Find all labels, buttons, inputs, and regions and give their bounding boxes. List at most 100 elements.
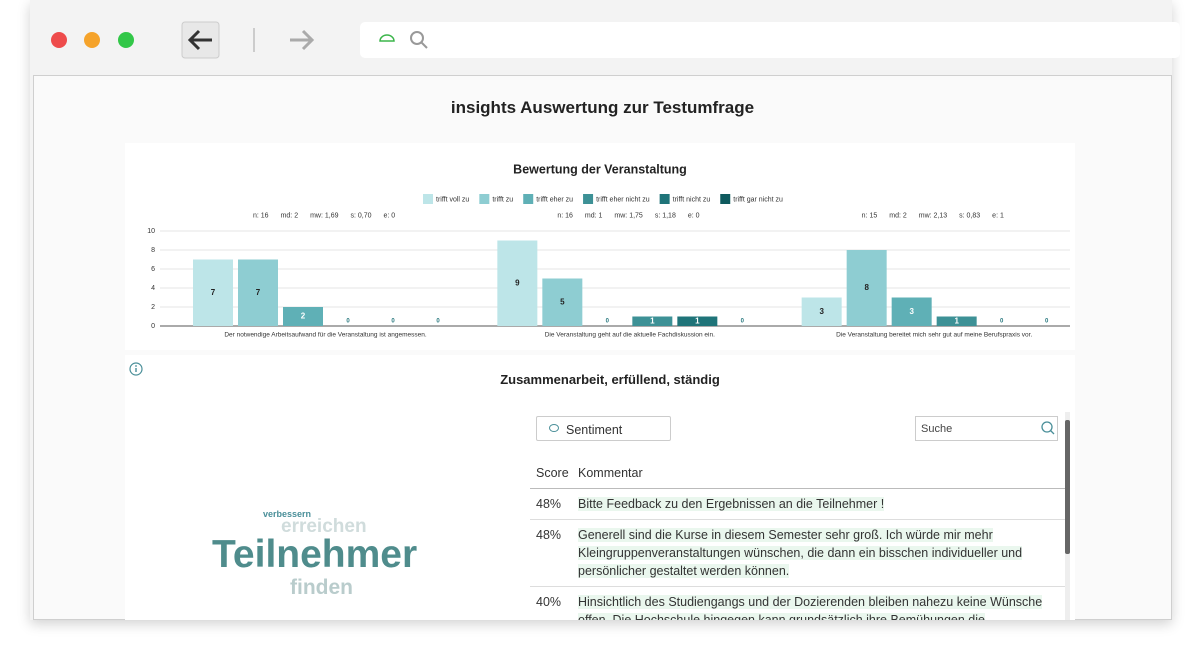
address-bar[interactable] [360,22,1180,58]
table-header: Score Kommentar [530,458,1065,489]
legend-label: trifft eher nicht zu [596,196,650,203]
scrollbar[interactable] [1065,412,1070,620]
comment-cell: Hinsichtlich des Studiengangs und der Do… [578,593,1059,620]
info-icon[interactable] [128,362,144,378]
bar [801,297,842,326]
chart-title: Bewertung der Veranstaltung [513,162,687,176]
search-icon [410,31,424,45]
score-cell: 40% [536,595,562,609]
value-label: 3 [909,307,914,316]
stat-label: n: 15 [862,212,878,219]
table-row: 40% Hinsichtlich des Studiengangs und der… [530,587,1065,620]
value-label: 2 [301,312,306,321]
stat-label: e: 0 [384,212,396,219]
comments-title: Zusammenarbeit, erfüllend, ständig [500,372,720,387]
stat-label: e: 0 [688,212,700,219]
bar [846,250,887,326]
legend-swatch [583,194,594,204]
cloud-word: erreichen [281,516,367,537]
comment-cell: Bitte Feedback zu den Ergebnissen an die… [578,495,1059,513]
close-button[interactable] [51,32,67,48]
bar [632,316,673,326]
x-tick-label: Die Veranstaltung geht auf die aktuelle … [545,332,715,339]
stat-label: n: 16 [557,212,573,219]
y-tick-label: 6 [151,266,155,273]
value-label: 1 [695,316,700,325]
legend-swatch [720,194,731,204]
cloud-icon [379,34,395,42]
legend-swatch [479,194,490,204]
legend-swatch [659,194,670,204]
stat-label: e: 1 [992,212,1004,219]
value-label: 8 [864,283,869,292]
legend-label: trifft nicht zu [673,196,711,203]
comment-text: Generell sind die Kurse in diesem Semest… [578,528,1023,578]
bar [238,259,278,326]
y-tick-label: 4 [151,285,155,292]
x-tick-label: Der notwendige Arbeitsaufwand für die Ve… [224,332,427,339]
value-label: 0 [1000,319,1004,325]
stat-label: s: 0,83 [959,212,980,219]
bar [497,240,538,326]
stat-label: md: 1 [585,212,603,219]
bar [936,316,977,326]
search-placeholder: Suche [921,423,953,435]
bar [193,259,233,326]
cloud-word: Teilnehmer [212,533,418,576]
comment-cell: Generell sind die Kurse in diesem Semest… [578,526,1059,580]
score-cell: 48% [536,528,562,542]
legend-label: trifft voll zu [436,196,469,203]
stat-label: md: 2 [281,212,299,219]
scrollbar-thumb[interactable] [1065,420,1070,554]
legend-label: trifft gar nicht zu [733,196,783,203]
stat-label: n: 16 [253,212,269,219]
comments-table: Score Kommentar 48% Bitte Feedback zu den E… [530,458,1065,620]
bar [891,297,932,326]
value-label: 5 [560,297,565,306]
stat-label: s: 0,70 [351,212,372,219]
header-cell: Score [536,466,569,480]
browser-toolbar [51,21,1180,59]
value-label: 0 [1045,319,1049,325]
value-label: 0 [346,319,350,325]
search-input[interactable]: Suche [915,416,1058,441]
comment-text: Bitte Feedback zu den Ergebnissen an die… [578,497,885,511]
header-cell: Kommentar [578,466,643,480]
stat-label: s: 1,18 [655,212,676,219]
search-icon [1041,421,1055,435]
y-tick-label: 10 [147,228,155,235]
cloud-word: finden [290,576,353,599]
y-tick-label: 2 [151,304,155,311]
x-tick-label: Die Veranstaltung bereitet mich sehr gut… [836,332,1032,339]
stat-label: mw: 1,69 [310,212,339,219]
maximize-button[interactable] [118,32,134,48]
stat-label: mw: 2,13 [919,212,948,219]
legend-swatch [523,194,534,204]
table-row: 48% Bitte Feedback zu den Ergebnissen an … [530,489,1065,520]
comment-text: Hinsichtlich des Studiengangs und der Do… [578,595,1043,620]
sentiment-button[interactable]: Sentiment [536,416,671,441]
table-row: 48% Generell sind die Kurse in diesem Sem… [530,520,1065,587]
minimize-button[interactable] [84,32,100,48]
value-label: 1 [954,316,959,325]
cloud-word: verbessern [263,509,312,519]
search-icon-handle [420,41,428,49]
forward-button[interactable] [290,29,315,51]
stat-label: md: 2 [889,212,907,219]
bar [542,278,583,326]
value-label: 0 [741,319,745,325]
bar [283,307,323,326]
value-label: 0 [391,319,395,325]
value-label: 7 [211,288,216,297]
score-cell: 48% [536,497,562,511]
sentiment-icon [549,424,559,432]
value-label: 7 [256,288,261,297]
value-label: 9 [515,278,520,287]
value-label: 0 [436,319,440,325]
y-tick-label: 8 [151,247,155,254]
legend-label: trifft zu [492,196,513,203]
y-tick-label: 0 [151,323,155,330]
value-label: 1 [650,316,655,325]
legend-label: trifft eher zu [536,196,573,203]
